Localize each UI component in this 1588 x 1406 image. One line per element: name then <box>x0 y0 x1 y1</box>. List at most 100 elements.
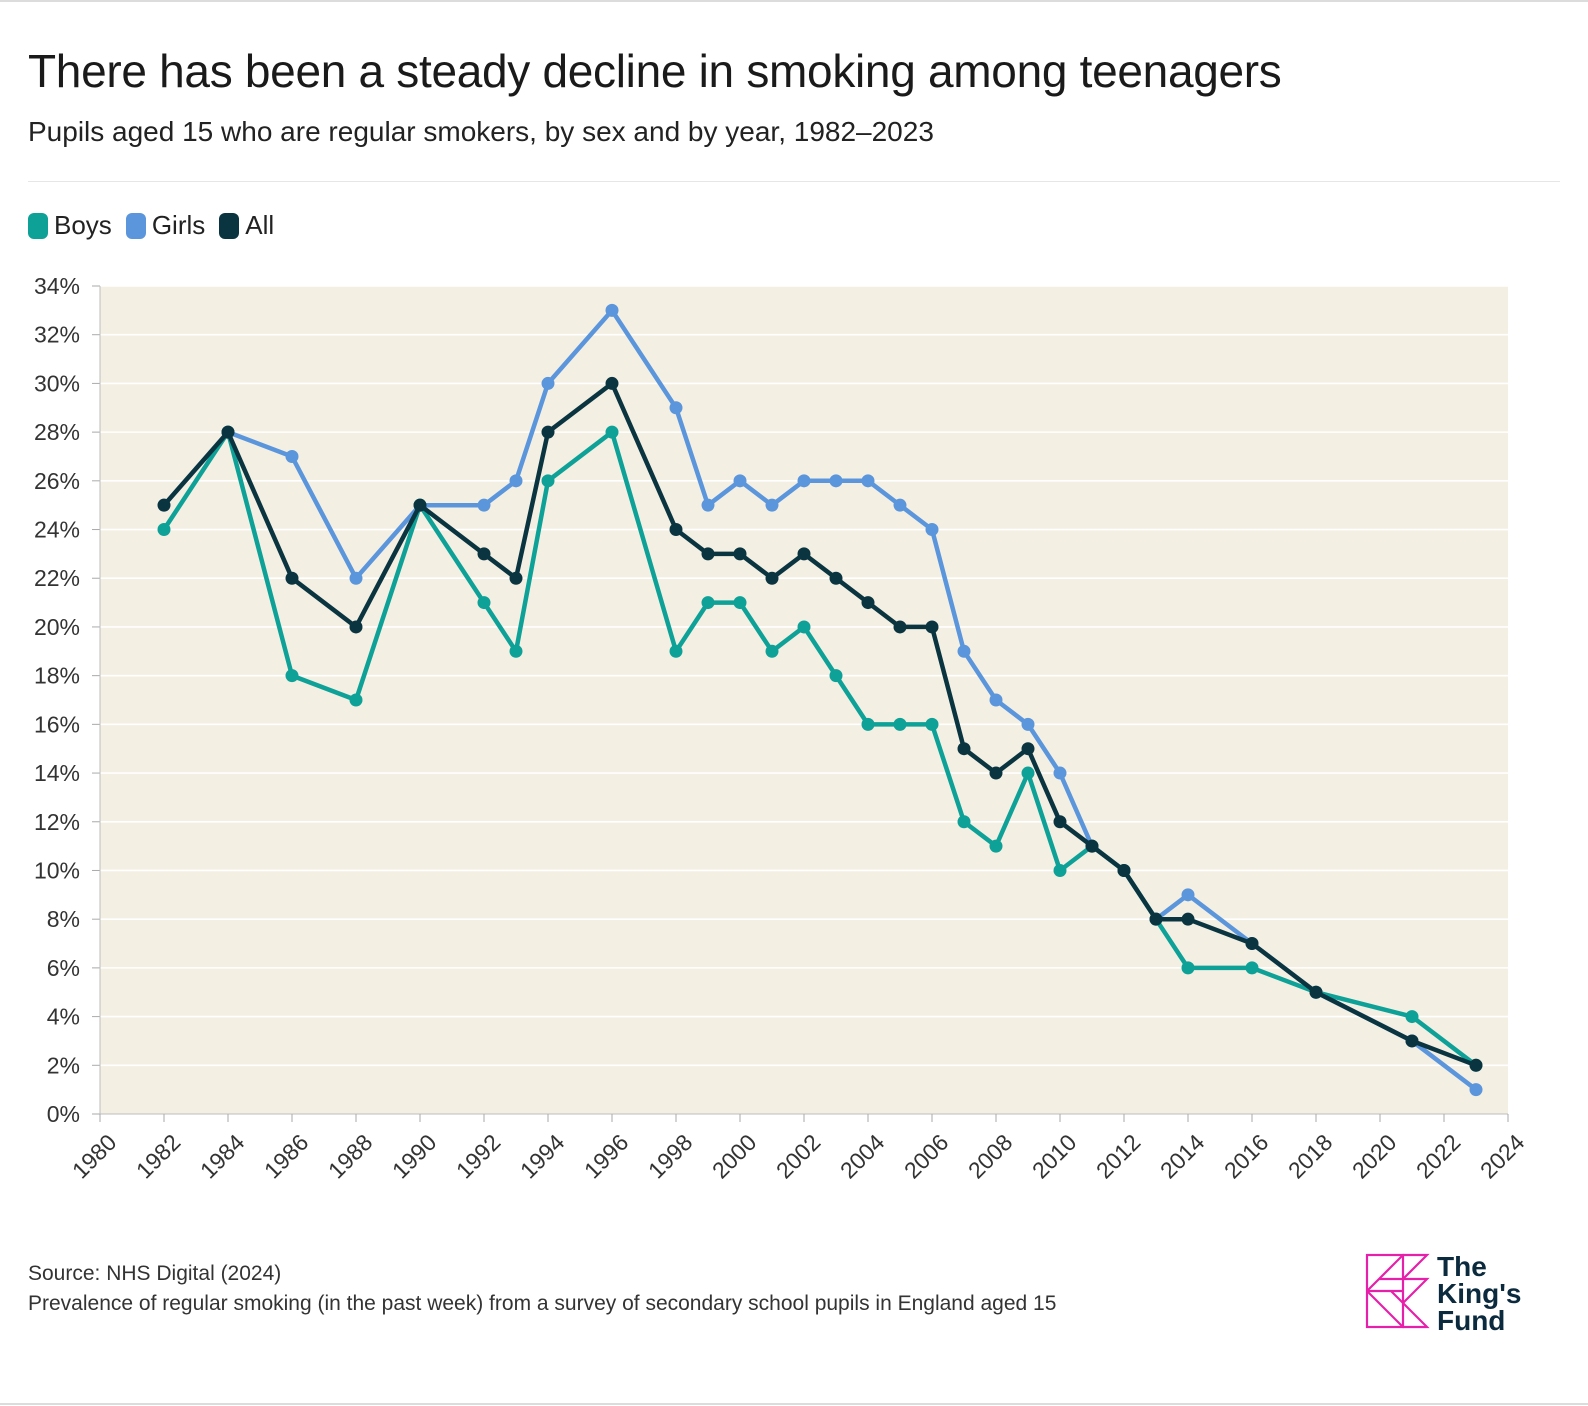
point-boys-2003 <box>829 669 843 683</box>
y-tick-label-22: 22% <box>34 565 80 591</box>
y-tick-label-16: 16% <box>34 711 80 737</box>
point-all-2009 <box>1021 742 1035 756</box>
point-girls-1999 <box>701 498 715 512</box>
point-all-2003 <box>829 571 843 585</box>
point-all-2014 <box>1181 912 1195 926</box>
point-boys-1996 <box>605 425 619 439</box>
point-boys-2014 <box>1181 961 1195 975</box>
point-all-2004 <box>861 596 875 610</box>
point-all-2013 <box>1149 912 1163 926</box>
point-all-1986 <box>285 571 299 585</box>
y-tick-label-6: 6% <box>47 955 80 981</box>
series-group <box>157 303 1483 1097</box>
x-axis-labels: 1980 1982 1984 1986 1988 1990 1992 1994 1996 1998… <box>67 1114 1530 1184</box>
x-tick-label-1992: 1992 <box>451 1129 506 1184</box>
point-all-1994 <box>541 425 555 439</box>
legend-label-boys: Boys <box>54 210 112 240</box>
y-tick-label-0: 0% <box>47 1101 80 1127</box>
point-boys-2006 <box>925 717 939 731</box>
point-girls-2005 <box>893 498 907 512</box>
point-girls-2023 <box>1469 1083 1483 1097</box>
point-boys-2004 <box>861 717 875 731</box>
y-axis-labels: 0% 2% 4% 6% 8% 10% 12% 14% 16% 18% 20% 22% 24% 26% 28%… <box>34 273 80 1127</box>
y-tick-label-34: 34% <box>34 273 80 299</box>
point-boys-2021 <box>1405 1010 1419 1024</box>
y-tick-label-8: 8% <box>47 906 80 932</box>
point-girls-1996 <box>605 303 619 317</box>
legend-item-boys[interactable]: Boys <box>28 210 112 241</box>
x-tick-label-1982: 1982 <box>131 1129 186 1184</box>
point-girls-1998 <box>669 401 683 415</box>
point-all-2018 <box>1309 985 1323 999</box>
y-tick-label-10: 10% <box>34 857 80 883</box>
point-all-2011 <box>1085 839 1099 853</box>
point-all-1990 <box>413 498 427 512</box>
plot-background <box>100 286 1508 1114</box>
point-all-1998 <box>669 523 683 537</box>
point-all-1996 <box>605 376 619 390</box>
point-boys-2016 <box>1245 961 1259 975</box>
kings-fund-logo-mark <box>1365 1253 1430 1329</box>
point-girls-2014 <box>1181 888 1195 902</box>
x-tick-label-2024: 2024 <box>1475 1129 1530 1184</box>
x-tick-label-2010: 2010 <box>1027 1129 1082 1184</box>
grid-lines <box>92 285 1508 1115</box>
x-tick-label-1990: 1990 <box>387 1129 442 1184</box>
point-girls-2009 <box>1021 717 1035 731</box>
point-boys-2002 <box>797 620 811 634</box>
point-girls-2006 <box>925 523 939 537</box>
legend-label-all: All <box>245 210 275 240</box>
x-tick-label-2004: 2004 <box>835 1129 890 1184</box>
x-tick-label-1980: 1980 <box>67 1129 122 1184</box>
y-tick-label-4: 4% <box>47 1004 80 1030</box>
chart-title: There has been a steady decline in smoki… <box>28 45 1282 97</box>
point-boys-1999 <box>701 596 715 610</box>
point-boys-2000 <box>733 596 747 610</box>
point-boys-1986 <box>285 669 299 683</box>
point-all-1992 <box>477 547 491 561</box>
y-tick-label-32: 32% <box>34 322 80 348</box>
point-all-2008 <box>989 766 1003 780</box>
point-all-2005 <box>893 620 907 634</box>
y-tick-label-30: 30% <box>34 370 80 396</box>
point-boys-2010 <box>1053 863 1067 877</box>
point-girls-2008 <box>989 693 1003 707</box>
point-all-2021 <box>1405 1034 1419 1048</box>
point-girls-2002 <box>797 474 811 488</box>
header-divider <box>28 181 1560 182</box>
point-all-2006 <box>925 620 939 634</box>
y-tick-label-2: 2% <box>47 1052 80 1078</box>
point-all-2007 <box>957 742 971 756</box>
point-boys-1998 <box>669 644 683 658</box>
x-tick-label-2006: 2006 <box>899 1129 954 1184</box>
legend-swatch-boys <box>28 212 48 239</box>
point-boys-2007 <box>957 815 971 829</box>
kings-fund-logo: The King's Fund <box>1365 1253 1521 1335</box>
x-tick-label-2012: 2012 <box>1091 1129 1146 1184</box>
point-girls-2010 <box>1053 766 1067 780</box>
point-boys-1992 <box>477 596 491 610</box>
y-tick-label-28: 28% <box>34 419 80 445</box>
y-tick-label-20: 20% <box>34 614 80 640</box>
top-rule <box>0 0 1588 2</box>
point-all-1984 <box>221 425 235 439</box>
point-girls-1986 <box>285 449 299 463</box>
point-all-2010 <box>1053 815 1067 829</box>
point-girls-2001 <box>765 498 779 512</box>
point-all-2000 <box>733 547 747 561</box>
x-tick-label-2008: 2008 <box>963 1129 1018 1184</box>
legend-swatch-girls <box>125 212 146 239</box>
legend-item-girls[interactable]: Girls <box>125 210 205 241</box>
chart-subtitle: Pupils aged 15 who are regular smokers, … <box>28 116 934 147</box>
logo-wordmark: The King's Fund <box>1437 1253 1521 1335</box>
bottom-rule <box>0 1403 1588 1405</box>
point-boys-2008 <box>989 839 1003 853</box>
point-girls-2000 <box>733 474 747 488</box>
x-tick-label-2018: 2018 <box>1283 1129 1338 1184</box>
y-tick-label-18: 18% <box>34 663 80 689</box>
point-all-2023 <box>1469 1058 1483 1072</box>
legend-item-all[interactable]: All <box>219 210 274 241</box>
x-tick-label-1988: 1988 <box>323 1129 378 1184</box>
point-girls-2004 <box>861 474 875 488</box>
point-boys-1993 <box>509 644 523 658</box>
